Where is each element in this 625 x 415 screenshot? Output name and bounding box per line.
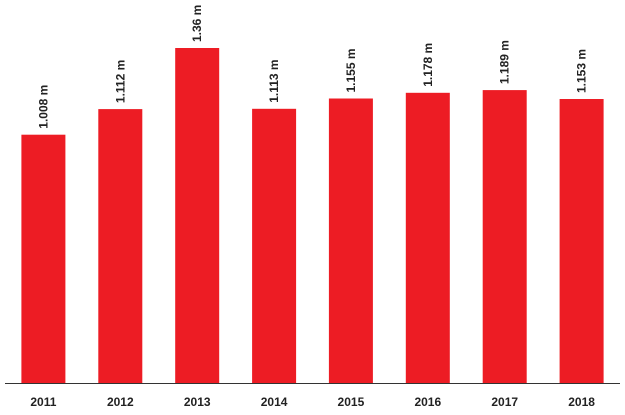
- x-tick-label-2011: 2011: [30, 395, 56, 409]
- value-label-2018: 1.153 m: [575, 49, 589, 93]
- x-tick-label-2014: 2014: [261, 395, 288, 409]
- bar-2016: [405, 92, 450, 384]
- x-tick-label-2012: 2012: [107, 395, 134, 409]
- value-label-2014: 1.113 m: [267, 59, 281, 102]
- bars-group: [21, 48, 604, 384]
- value-label-2012: 1.112 m: [113, 60, 127, 103]
- bar-2011: [21, 134, 66, 383]
- bar-2014: [252, 108, 297, 384]
- x-tick-label-2018: 2018: [568, 395, 595, 409]
- bar-2013: [175, 48, 220, 383]
- value-label-2015: 1.155 m: [344, 48, 358, 92]
- value-label-2017: 1.189 m: [498, 40, 512, 84]
- x-tick-label-2016: 2016: [414, 395, 441, 409]
- x-tick-label-2013: 2013: [184, 395, 211, 409]
- x-tick-label-2015: 2015: [338, 395, 365, 409]
- x-tick-label-2017: 2017: [491, 395, 518, 409]
- value-labels-group: 1.008 m 1.112 m 1.36 m 1.113 m 1.155 m 1.178 …: [36, 5, 588, 129]
- bar-2015: [328, 98, 373, 383]
- bar-2012: [98, 109, 143, 383]
- bar-2017: [482, 90, 527, 383]
- value-label-2011: 1.008 m: [36, 85, 50, 129]
- x-tick-labels-group: 2011 2012 2013 2014 2015 2016 2017 2018: [30, 395, 595, 409]
- bar-2018: [559, 99, 604, 383]
- value-label-2016: 1.178 m: [421, 43, 435, 87]
- value-label-2013: 1.36 m: [190, 5, 204, 42]
